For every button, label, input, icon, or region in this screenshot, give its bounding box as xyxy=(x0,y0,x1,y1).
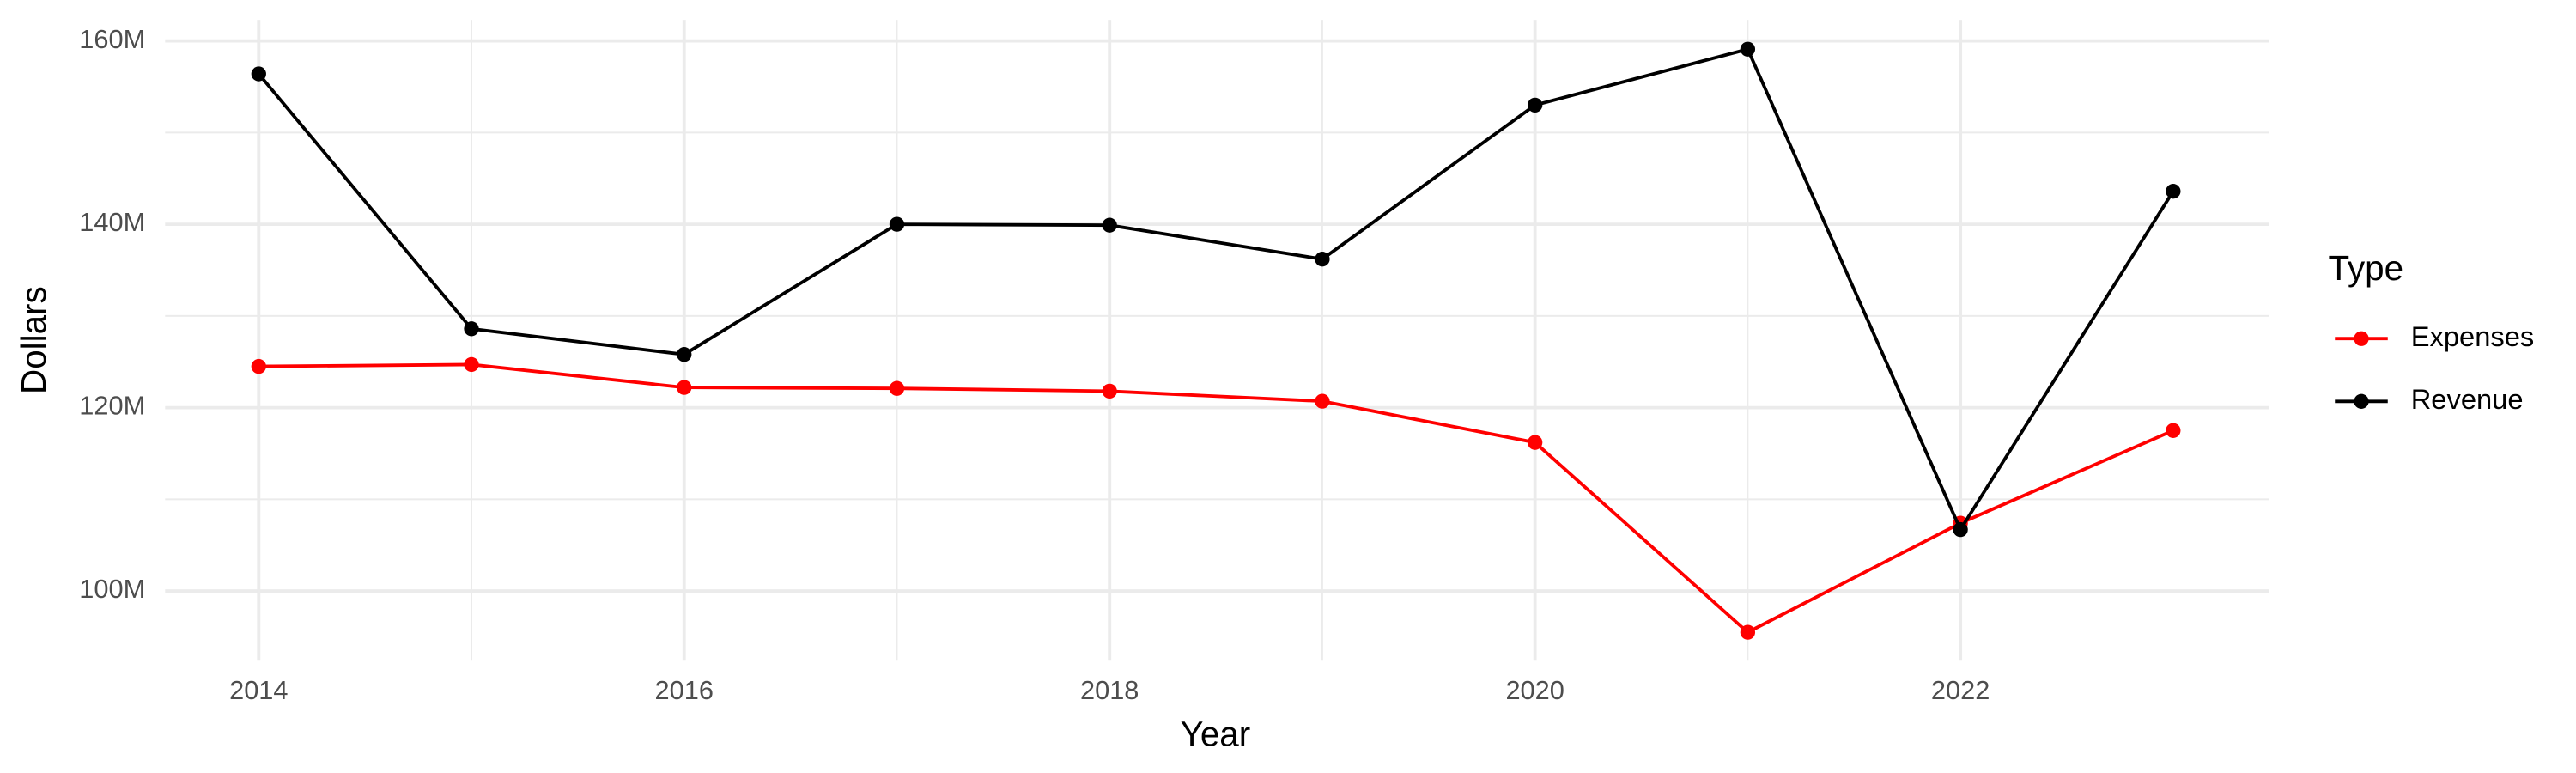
y-tick-label: 120M xyxy=(79,391,145,421)
data-point xyxy=(2166,423,2181,438)
y-tick-label: 100M xyxy=(79,574,145,604)
x-tick-label: 2022 xyxy=(1931,675,1990,705)
data-point xyxy=(1315,252,1330,267)
x-tick-label: 2018 xyxy=(1080,675,1139,705)
data-point xyxy=(677,380,692,395)
data-point xyxy=(1528,97,1543,113)
data-point xyxy=(1740,624,1756,640)
x-axis-title: Year xyxy=(1181,714,1251,753)
data-point xyxy=(251,358,266,374)
x-tick-label: 2020 xyxy=(1505,675,1564,705)
legend-key-point xyxy=(2354,393,2369,409)
series-line xyxy=(258,362,2174,635)
data-point xyxy=(2166,184,2181,199)
data-point xyxy=(889,380,905,396)
data-point xyxy=(1102,383,1117,399)
legend-key-point xyxy=(2354,331,2369,346)
legend-label: Expenses xyxy=(2411,320,2535,352)
series-line xyxy=(257,46,2175,533)
y-axis-title: Dollars xyxy=(14,286,53,394)
y-tick-label: 160M xyxy=(79,24,145,54)
data-point xyxy=(464,356,479,373)
data-point xyxy=(889,216,905,232)
data-point xyxy=(464,321,479,337)
x-tick-label: 2014 xyxy=(229,675,288,705)
data-point xyxy=(1740,41,1756,57)
data-point xyxy=(251,66,266,82)
legend-label: Revenue xyxy=(2411,383,2524,415)
data-point xyxy=(1315,393,1330,409)
data-point xyxy=(1528,435,1543,450)
legend-title: Type xyxy=(2329,248,2404,288)
data-point xyxy=(677,347,692,362)
data-point xyxy=(1953,521,1968,538)
y-tick-label: 140M xyxy=(79,207,145,237)
data-point xyxy=(1102,217,1117,233)
x-tick-label: 2016 xyxy=(655,675,714,705)
